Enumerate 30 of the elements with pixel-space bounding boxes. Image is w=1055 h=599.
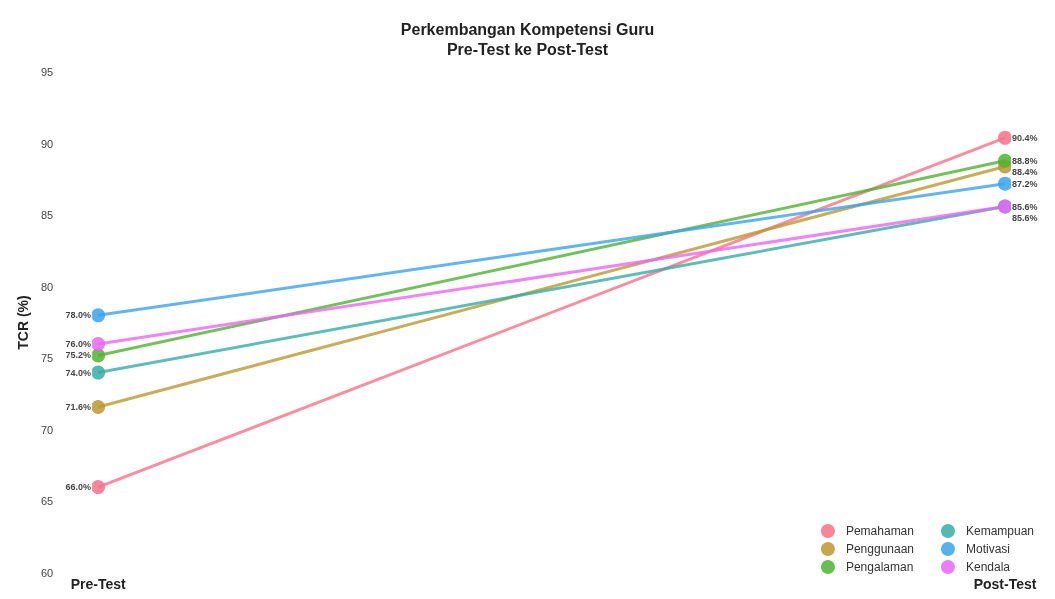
legend-label: Pengalaman: [845, 560, 914, 574]
y-tick-label: 60: [40, 567, 54, 579]
data-label: 88.4%: [1012, 166, 1038, 177]
y-tick-label: 95: [40, 66, 54, 78]
legend-label: Motivasi: [965, 542, 1010, 556]
legend-label: Kemampuan: [965, 524, 1035, 538]
data-label: 90.4%: [1012, 132, 1038, 143]
y-tick-label: 65: [40, 495, 54, 508]
data-label: 87.2%: [1012, 178, 1038, 189]
legend-label: Kendala: [965, 560, 1011, 574]
y-tick-label: 85: [40, 209, 54, 222]
x-tick-label: Pre-Test: [70, 576, 126, 592]
data-label: 85.6%: [1012, 212, 1038, 223]
y-tick-label: 75: [40, 352, 54, 365]
y-tick-label: 80: [40, 280, 54, 293]
legend-label: Penggunaan: [845, 542, 915, 556]
x-tick-label: Post-Test: [973, 576, 1037, 592]
y-tick-label: 90: [40, 137, 54, 150]
chart-title: Perkembangan Kompetensi Guru Pre-Test ke Post-Test: [400, 20, 655, 58]
legend-label: Pemahaman: [845, 524, 914, 538]
data-label: 85.6%: [1012, 201, 1038, 212]
data-label: 76.0%: [65, 338, 92, 349]
y-axis-title: TCR (%): [15, 295, 31, 350]
data-label: 66.0%: [65, 482, 92, 493]
data-label: 78.0%: [65, 310, 92, 321]
data-label: 75.2%: [65, 350, 92, 361]
data-label: 88.8%: [1012, 155, 1038, 166]
data-label: 74.0%: [65, 367, 92, 378]
y-tick-label: 70: [40, 423, 54, 436]
data-label: 71.6%: [65, 401, 92, 412]
